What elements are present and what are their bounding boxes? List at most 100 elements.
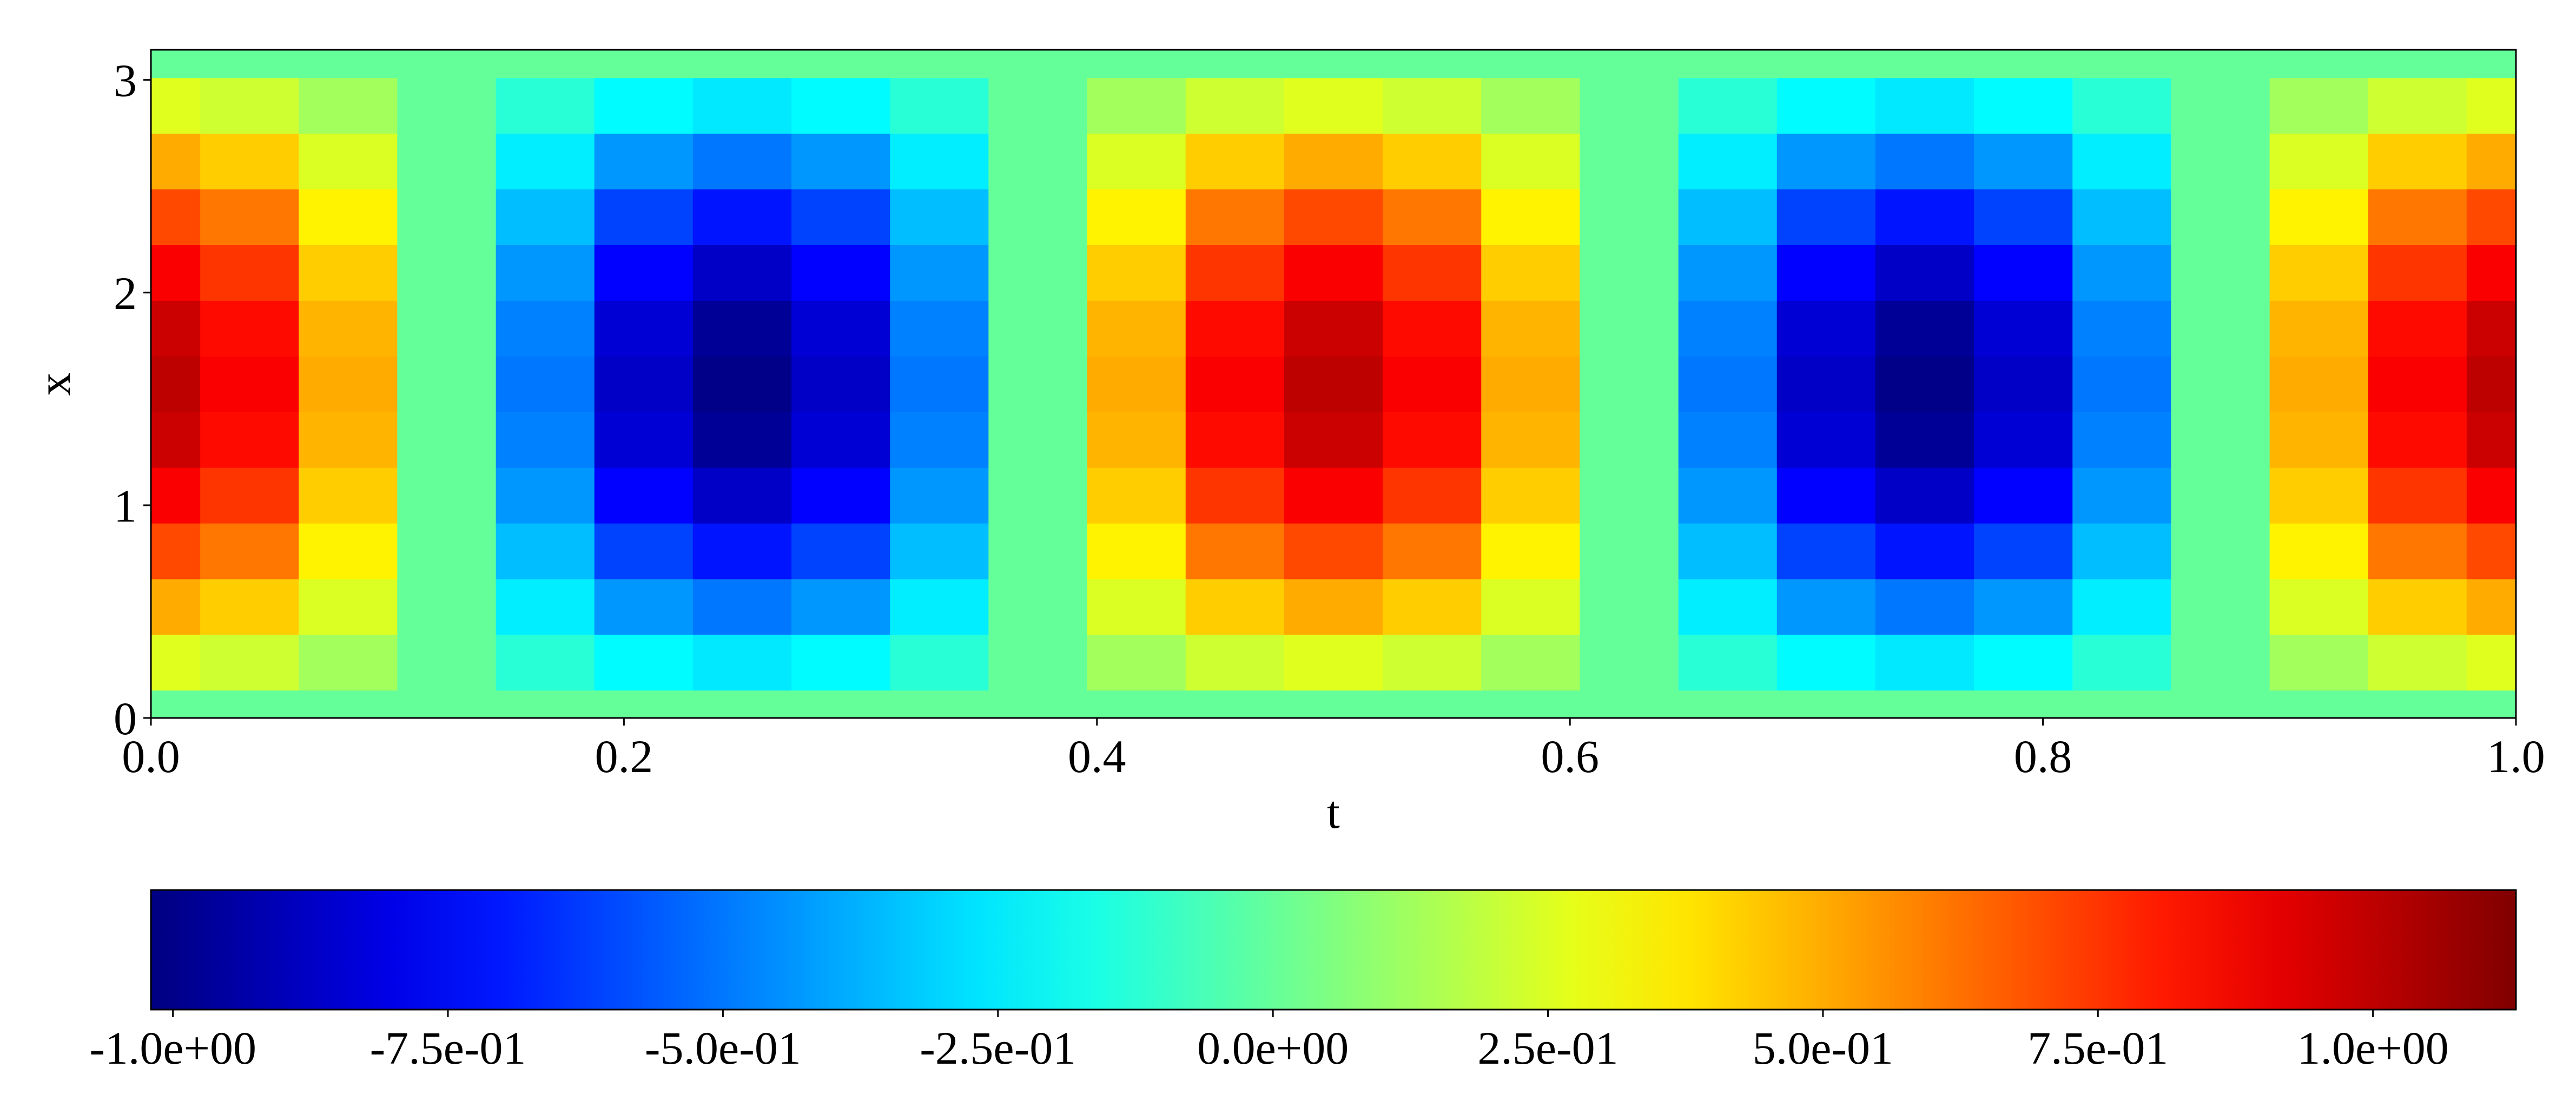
heatmap-cell	[692, 189, 792, 246]
heatmap-cell	[1974, 50, 2073, 78]
heatmap-cell	[791, 467, 891, 524]
heatmap-cell	[1580, 634, 1679, 691]
heatmap-cell	[692, 690, 792, 719]
heatmap-cell	[200, 634, 300, 691]
x-tick-label: 0.2	[595, 730, 653, 782]
heatmap-cell	[890, 189, 989, 246]
heatmap-cell	[397, 356, 497, 412]
heatmap-cell	[299, 690, 398, 719]
heatmap-cell	[1974, 578, 2073, 635]
heatmap-cell	[397, 50, 497, 78]
plot-frame	[150, 49, 2517, 719]
heatmap-cell	[1974, 523, 2073, 579]
heatmap-cell	[299, 300, 398, 357]
heatmap-cell	[496, 77, 595, 134]
heatmap-cell	[791, 411, 891, 468]
heatmap-cell	[2072, 77, 2172, 134]
heatmap-cell	[1481, 578, 1581, 635]
heatmap-cell	[397, 133, 497, 190]
heatmap-cell	[200, 467, 300, 524]
heatmap-cell	[1284, 634, 1383, 691]
x-tick-label: 0.8	[2014, 730, 2072, 782]
heatmap-cell	[1087, 77, 1186, 134]
heatmap-cell	[1284, 133, 1383, 190]
heatmap-cell	[1284, 189, 1383, 246]
heatmap-cell	[594, 578, 693, 635]
heatmap-cell	[1284, 523, 1383, 579]
heatmap-cell	[2368, 50, 2467, 78]
heatmap-cell	[988, 578, 1088, 635]
y-axis-label: x	[28, 373, 80, 396]
heatmap-cell	[692, 300, 792, 357]
heatmap-cell	[1383, 133, 1482, 190]
heatmap-cell	[1776, 245, 1876, 301]
heatmap-cell	[2171, 133, 2270, 190]
heatmap-cell	[1875, 411, 1974, 468]
heatmap-cell	[1580, 690, 1679, 719]
heatmap-cell	[1481, 133, 1581, 190]
heatmap-cell	[1284, 690, 1383, 719]
heatmap-cell	[2368, 189, 2467, 246]
heatmap-cell	[2072, 523, 2172, 579]
heatmap-cell	[594, 411, 693, 468]
heatmap-cell	[299, 467, 398, 524]
heatmap-cell	[1185, 189, 1285, 246]
heatmap-cell	[1580, 50, 1679, 78]
heatmap-cell	[1776, 578, 1876, 635]
heatmap-cell	[2269, 578, 2369, 635]
heatmap-cell	[791, 356, 891, 412]
heatmap-cell	[2269, 133, 2369, 190]
heatmap-cell	[299, 578, 398, 635]
colorbar-tick-label: 0.0e+00	[1197, 1022, 1349, 1074]
heatmap-cell	[988, 467, 1088, 524]
heatmap-cell	[1580, 411, 1679, 468]
heatmap-cell	[692, 523, 792, 579]
heatmap-cell	[692, 467, 792, 524]
heatmap-cell	[594, 356, 693, 412]
heatmap-cell	[2466, 411, 2516, 468]
heatmap-cell	[1974, 634, 2073, 691]
heatmap-cell	[988, 189, 1088, 246]
heatmap-cell	[2072, 356, 2172, 412]
heatmap-cell	[1185, 50, 1285, 78]
heatmap-cell	[1974, 356, 2073, 412]
heatmap-cell	[1284, 467, 1383, 524]
heatmap-cell	[1580, 189, 1679, 246]
heatmap-cell	[397, 467, 497, 524]
y-tick-label: 3	[114, 55, 137, 107]
heatmap-cell	[1087, 133, 1186, 190]
heatmap-cell	[496, 189, 595, 246]
heatmap-cell	[2466, 578, 2516, 635]
heatmap-cell	[1875, 356, 1974, 412]
heatmap-cell	[1087, 245, 1186, 301]
heatmap-cell	[1875, 578, 1974, 635]
heatmap-cell	[1776, 634, 1876, 691]
heatmap-cell	[299, 133, 398, 190]
heatmap-cell	[988, 300, 1088, 357]
heatmap-cell	[890, 356, 989, 412]
heatmap-cell	[1284, 77, 1383, 134]
heatmap-cell	[1580, 77, 1679, 134]
heatmap-cell	[890, 245, 989, 301]
heatmap-cell	[1481, 356, 1581, 412]
heatmap-cell	[1678, 77, 1778, 134]
heatmap-cell	[1776, 133, 1876, 190]
heatmap-cell	[200, 356, 300, 412]
heatmap-cell	[1974, 300, 2073, 357]
heatmap-cell	[2466, 634, 2516, 691]
heatmap-cell	[2269, 634, 2369, 691]
heatmap-cell	[299, 245, 398, 301]
heatmap-cell	[1580, 523, 1679, 579]
heatmap-cell	[200, 245, 300, 301]
heatmap-cell	[1974, 467, 2073, 524]
heatmap-cell	[496, 634, 595, 691]
heatmap-cell	[2368, 523, 2467, 579]
heatmap-cell	[1776, 189, 1876, 246]
heatmap-cell	[151, 50, 201, 78]
heatmap-cell	[1678, 356, 1778, 412]
heatmap-cell	[1383, 189, 1482, 246]
heatmap-cell	[1481, 634, 1581, 691]
heatmap-cell	[1678, 523, 1778, 579]
